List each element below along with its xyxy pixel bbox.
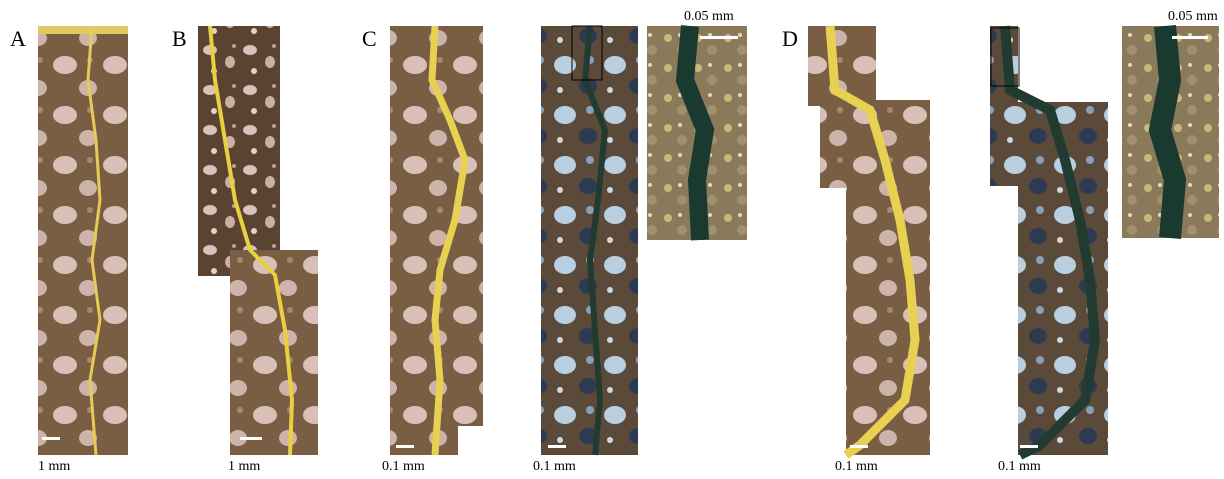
scale-bar: [42, 437, 60, 440]
scale-label: 0.05 mm: [1168, 9, 1218, 24]
micrograph: [230, 250, 318, 455]
scale-bar: [396, 445, 414, 448]
figure: A 1 mm B 1 mm C 0.1 mm 0.1 mm 0.05 mm D …: [0, 0, 1224, 479]
scale-label: 0.1 mm: [835, 459, 878, 474]
scale-label: 0.05 mm: [684, 9, 734, 24]
scale-label: 0.1 mm: [533, 459, 576, 474]
scale-bar: [1020, 445, 1038, 448]
scale-bar: [1172, 36, 1208, 39]
panel-label: A: [10, 26, 26, 51]
scale-bar: [700, 36, 738, 39]
scale-label: 1 mm: [228, 459, 260, 474]
panel-label: B: [172, 26, 187, 51]
scale-label: 0.1 mm: [998, 459, 1041, 474]
scale-bar: [240, 437, 262, 440]
panel-label: C: [362, 26, 377, 51]
scale-label: 1 mm: [38, 459, 70, 474]
panel-label: D: [782, 26, 798, 51]
scale-label: 0.1 mm: [382, 459, 425, 474]
micrograph: [198, 26, 280, 276]
scale-bar: [548, 445, 566, 448]
scale-bar: [850, 445, 868, 448]
micrograph: [38, 26, 128, 455]
